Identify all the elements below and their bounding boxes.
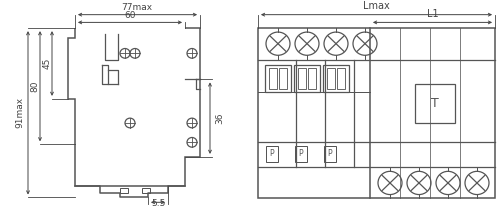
Bar (295, 146, 307, 162)
Text: Lmax: Lmax (363, 1, 390, 11)
Bar (323, 65, 349, 92)
Text: 80: 80 (30, 80, 40, 92)
Bar (142, 188, 150, 193)
Text: P: P (270, 149, 274, 158)
Text: 45: 45 (42, 57, 51, 69)
Bar (294, 65, 320, 92)
Bar (120, 188, 128, 193)
Text: 91max: 91max (16, 97, 24, 128)
Bar (265, 65, 291, 92)
Bar (258, 28, 495, 198)
Text: P: P (328, 149, 332, 158)
Bar (327, 68, 335, 89)
Text: P: P (298, 149, 304, 158)
Text: 36: 36 (215, 112, 224, 124)
Text: 60: 60 (124, 11, 136, 20)
Bar (269, 68, 277, 89)
Bar (308, 68, 316, 89)
Text: 5.5: 5.5 (151, 199, 165, 208)
Bar (298, 68, 306, 89)
Text: L1: L1 (426, 8, 438, 19)
Text: 77max: 77max (122, 3, 152, 12)
Bar (266, 146, 278, 162)
Bar (415, 84, 455, 123)
Bar (279, 68, 287, 89)
Bar (324, 146, 336, 162)
Text: T: T (431, 97, 439, 110)
Bar (337, 68, 345, 89)
